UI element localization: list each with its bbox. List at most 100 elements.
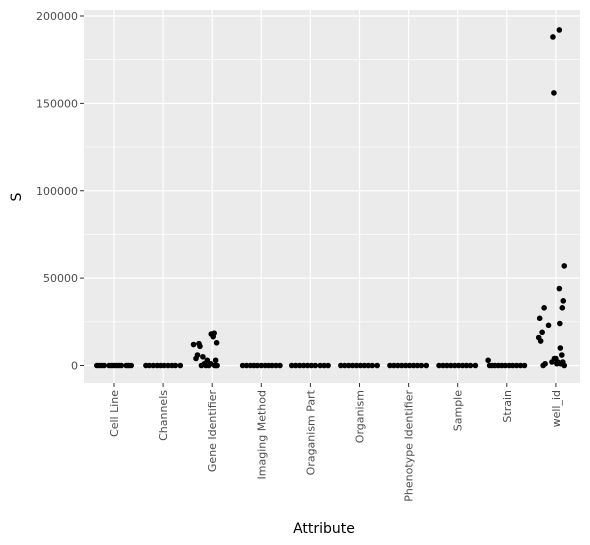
data-point bbox=[414, 362, 421, 369]
data-point bbox=[410, 362, 417, 369]
data-point bbox=[128, 362, 134, 369]
data-point bbox=[269, 362, 275, 369]
data-point bbox=[243, 362, 250, 369]
x-tick-label: Strain bbox=[501, 390, 514, 423]
data-point bbox=[394, 362, 401, 369]
data-point bbox=[321, 362, 327, 369]
data-point bbox=[277, 362, 283, 369]
data-point bbox=[542, 360, 548, 367]
data-point bbox=[212, 357, 219, 364]
data-point bbox=[292, 362, 299, 369]
data-point bbox=[467, 362, 474, 369]
data-point bbox=[165, 362, 171, 369]
data-point bbox=[304, 362, 311, 369]
data-point bbox=[190, 341, 197, 348]
x-tick-label: Oraganism Part bbox=[304, 389, 317, 475]
data-point bbox=[517, 362, 524, 369]
data-point bbox=[357, 362, 364, 369]
data-point bbox=[418, 362, 425, 369]
data-point bbox=[239, 362, 246, 369]
data-point bbox=[101, 362, 107, 369]
y-axis-title: S bbox=[9, 192, 25, 201]
x-tick-label: Channels bbox=[157, 390, 170, 441]
data-point bbox=[558, 352, 565, 358]
data-point bbox=[213, 339, 220, 346]
data-point bbox=[555, 359, 561, 365]
minor-gridlines bbox=[84, 59, 580, 323]
data-point bbox=[150, 362, 157, 369]
data-point bbox=[194, 352, 201, 358]
y-tick-label: 150000 bbox=[36, 97, 78, 110]
data-point bbox=[308, 362, 315, 369]
data-point bbox=[545, 322, 552, 329]
data-point bbox=[521, 362, 528, 369]
x-tick-label: Gene Identifier bbox=[206, 390, 219, 473]
data-point bbox=[317, 362, 324, 369]
data-point bbox=[402, 362, 409, 369]
data-point bbox=[369, 362, 376, 369]
data-point bbox=[200, 353, 206, 360]
data-point bbox=[349, 362, 356, 369]
data-point bbox=[539, 329, 545, 336]
data-point bbox=[288, 362, 295, 369]
data-point bbox=[440, 362, 446, 369]
data-point bbox=[387, 362, 393, 369]
y-axis-ticks: 0 50000 100000 150000 200000 bbox=[36, 10, 84, 373]
data-point bbox=[197, 343, 203, 350]
x-tick-label: well_id bbox=[550, 390, 563, 427]
x-tick-label: Sample bbox=[452, 390, 465, 431]
data-point bbox=[345, 362, 352, 369]
data-point bbox=[211, 330, 217, 336]
data-point bbox=[172, 362, 179, 369]
data-point bbox=[423, 362, 430, 369]
data-point bbox=[273, 362, 279, 369]
data-point bbox=[213, 362, 219, 369]
y-tick-label: 50000 bbox=[43, 272, 78, 285]
x-tick-label: Imaging Method bbox=[255, 390, 268, 479]
data-point bbox=[406, 362, 413, 369]
data-point bbox=[559, 305, 566, 311]
data-point bbox=[472, 362, 479, 369]
data-point bbox=[451, 362, 458, 369]
data-point bbox=[361, 362, 368, 369]
data-point bbox=[325, 362, 331, 369]
data-point bbox=[560, 298, 567, 304]
data-point bbox=[455, 362, 462, 369]
data-point bbox=[161, 362, 167, 369]
data-point bbox=[551, 90, 557, 96]
major-gridlines bbox=[84, 10, 580, 383]
data-point bbox=[541, 305, 547, 311]
data-point bbox=[557, 320, 563, 327]
x-tick-label: Cell Line bbox=[108, 390, 121, 437]
data-point bbox=[513, 362, 520, 369]
y-tick-label: 100000 bbox=[36, 185, 78, 198]
data-point bbox=[536, 315, 543, 322]
data-point bbox=[341, 362, 348, 369]
data-point bbox=[300, 362, 307, 369]
data-point bbox=[485, 357, 491, 364]
data-point bbox=[365, 362, 372, 369]
data-point bbox=[509, 362, 516, 369]
data-point bbox=[146, 362, 153, 369]
data-point bbox=[436, 362, 442, 369]
x-axis-title: Attribute bbox=[293, 521, 355, 537]
data-points bbox=[94, 27, 568, 369]
data-point bbox=[537, 338, 544, 344]
data-point bbox=[118, 362, 125, 369]
data-point bbox=[398, 362, 405, 369]
data-point bbox=[254, 362, 261, 369]
data-point bbox=[177, 362, 184, 369]
data-point bbox=[444, 362, 450, 369]
y-tick-label: 200000 bbox=[36, 10, 78, 23]
data-point bbox=[258, 362, 265, 369]
data-point bbox=[502, 362, 509, 369]
data-point bbox=[463, 362, 470, 369]
data-point bbox=[338, 362, 344, 369]
data-point bbox=[204, 357, 211, 364]
x-tick-label: Organism bbox=[354, 390, 367, 443]
data-point bbox=[296, 362, 303, 369]
data-point bbox=[353, 362, 360, 369]
data-point bbox=[550, 34, 556, 40]
data-point bbox=[312, 362, 319, 369]
